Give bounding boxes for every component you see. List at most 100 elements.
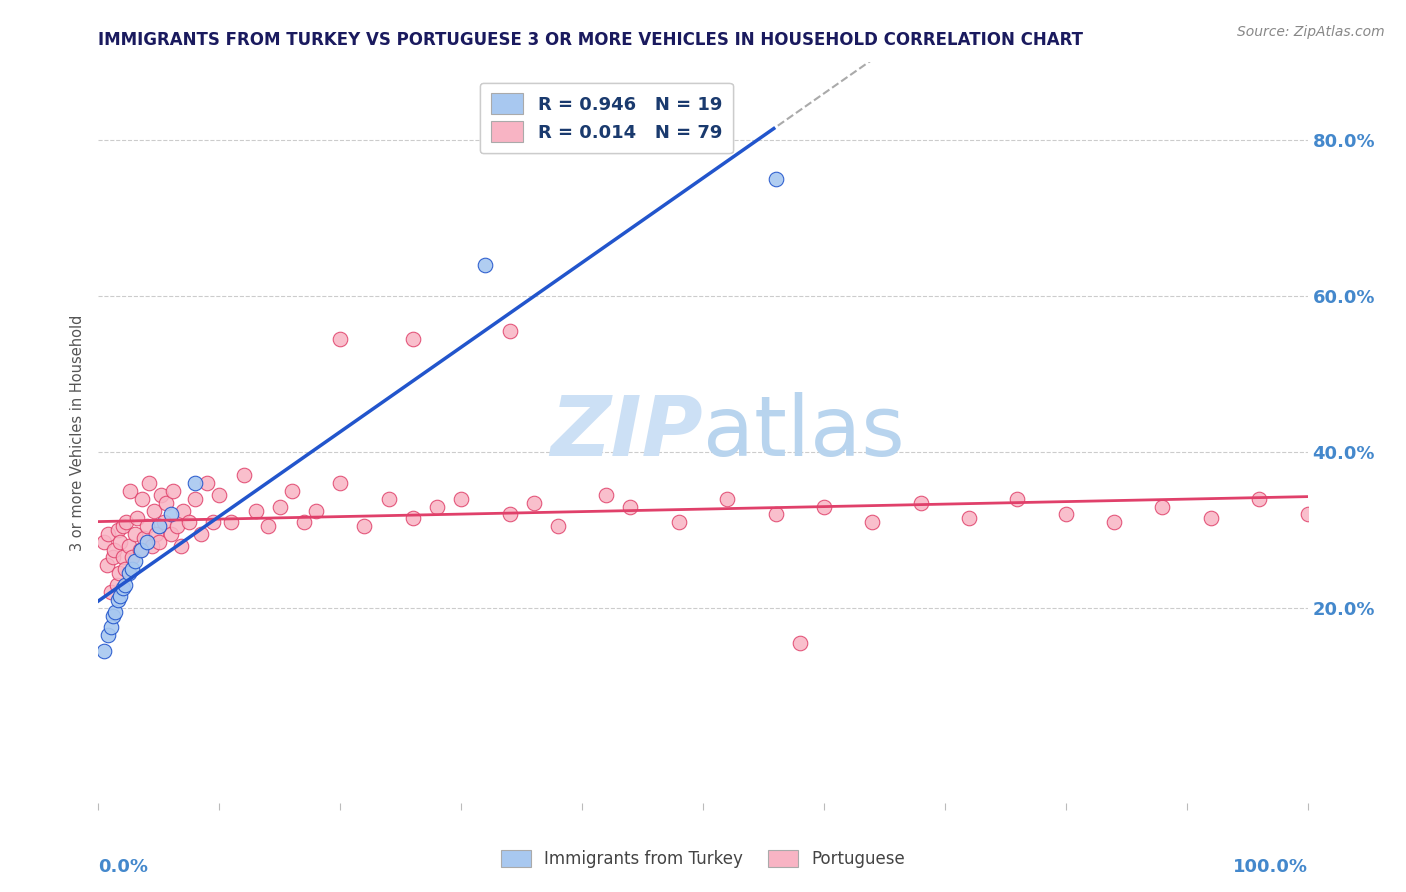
- Point: [1007, 491, 1029, 506]
- Point: [281, 484, 304, 499]
- Point: [169, 539, 191, 553]
- Point: [114, 562, 136, 576]
- Point: [115, 515, 138, 529]
- Point: [93, 534, 115, 549]
- Point: [498, 324, 520, 338]
- Point: [269, 500, 291, 514]
- Text: 100.0%: 100.0%: [1233, 858, 1308, 876]
- Point: [256, 519, 278, 533]
- Text: atlas: atlas: [703, 392, 904, 473]
- Point: [97, 527, 120, 541]
- Point: [155, 496, 177, 510]
- Point: [957, 511, 980, 525]
- Point: [353, 519, 375, 533]
- Point: [179, 515, 201, 529]
- Text: Source: ZipAtlas.com: Source: ZipAtlas.com: [1237, 25, 1385, 39]
- Point: [221, 515, 243, 529]
- Point: [108, 589, 131, 603]
- Point: [166, 519, 188, 533]
- Point: [860, 515, 883, 529]
- Point: [1249, 491, 1271, 506]
- Point: [668, 515, 690, 529]
- Point: [402, 511, 425, 525]
- Point: [131, 491, 153, 506]
- Point: [184, 476, 207, 491]
- Point: [101, 550, 124, 565]
- Point: [143, 503, 166, 517]
- Point: [107, 523, 129, 537]
- Point: [97, 628, 120, 642]
- Point: [426, 500, 449, 514]
- Point: [765, 508, 787, 522]
- Point: [114, 577, 136, 591]
- Point: [108, 534, 131, 549]
- Point: [93, 644, 115, 658]
- Point: [124, 527, 146, 541]
- Y-axis label: 3 or more Vehicles in Household: 3 or more Vehicles in Household: [70, 315, 86, 550]
- Point: [107, 593, 129, 607]
- Point: [450, 491, 472, 506]
- Point: [160, 508, 183, 522]
- Point: [150, 488, 173, 502]
- Point: [152, 515, 174, 529]
- Point: [127, 511, 149, 525]
- Point: [96, 558, 118, 573]
- Point: [1199, 511, 1222, 525]
- Point: [138, 476, 160, 491]
- Point: [305, 503, 328, 517]
- Text: 0.0%: 0.0%: [98, 858, 149, 876]
- Point: [716, 491, 738, 506]
- Point: [128, 542, 150, 557]
- Point: [100, 620, 122, 634]
- Point: [135, 519, 157, 533]
- Point: [910, 496, 932, 510]
- Point: [232, 468, 254, 483]
- Point: [402, 332, 425, 346]
- Point: [329, 476, 352, 491]
- Point: [184, 491, 207, 506]
- Point: [111, 519, 134, 533]
- Point: [101, 608, 124, 623]
- Point: [148, 519, 170, 533]
- Point: [160, 527, 183, 541]
- Point: [190, 527, 212, 541]
- Legend: R = 0.946   N = 19, R = 0.014   N = 79: R = 0.946 N = 19, R = 0.014 N = 79: [479, 83, 733, 153]
- Point: [103, 542, 125, 557]
- Point: [129, 542, 152, 557]
- Point: [162, 484, 184, 499]
- Point: [789, 636, 811, 650]
- Point: [108, 566, 131, 580]
- Point: [104, 605, 127, 619]
- Point: [135, 534, 157, 549]
- Text: ZIP: ZIP: [550, 392, 703, 473]
- Point: [1152, 500, 1174, 514]
- Point: [765, 172, 787, 186]
- Point: [329, 332, 352, 346]
- Legend: Immigrants from Turkey, Portuguese: Immigrants from Turkey, Portuguese: [494, 843, 912, 875]
- Point: [148, 534, 170, 549]
- Point: [202, 515, 225, 529]
- Point: [813, 500, 835, 514]
- Point: [105, 577, 128, 591]
- Point: [100, 585, 122, 599]
- Point: [619, 500, 641, 514]
- Point: [474, 258, 496, 272]
- Point: [595, 488, 617, 502]
- Point: [498, 508, 520, 522]
- Point: [118, 539, 141, 553]
- Point: [118, 484, 141, 499]
- Point: [118, 566, 141, 580]
- Point: [195, 476, 218, 491]
- Point: [111, 550, 134, 565]
- Point: [523, 496, 546, 510]
- Point: [141, 539, 163, 553]
- Point: [1296, 508, 1319, 522]
- Point: [547, 519, 569, 533]
- Point: [111, 582, 134, 596]
- Point: [121, 562, 143, 576]
- Point: [377, 491, 399, 506]
- Point: [1054, 508, 1077, 522]
- Point: [134, 531, 156, 545]
- Point: [245, 503, 267, 517]
- Point: [1102, 515, 1125, 529]
